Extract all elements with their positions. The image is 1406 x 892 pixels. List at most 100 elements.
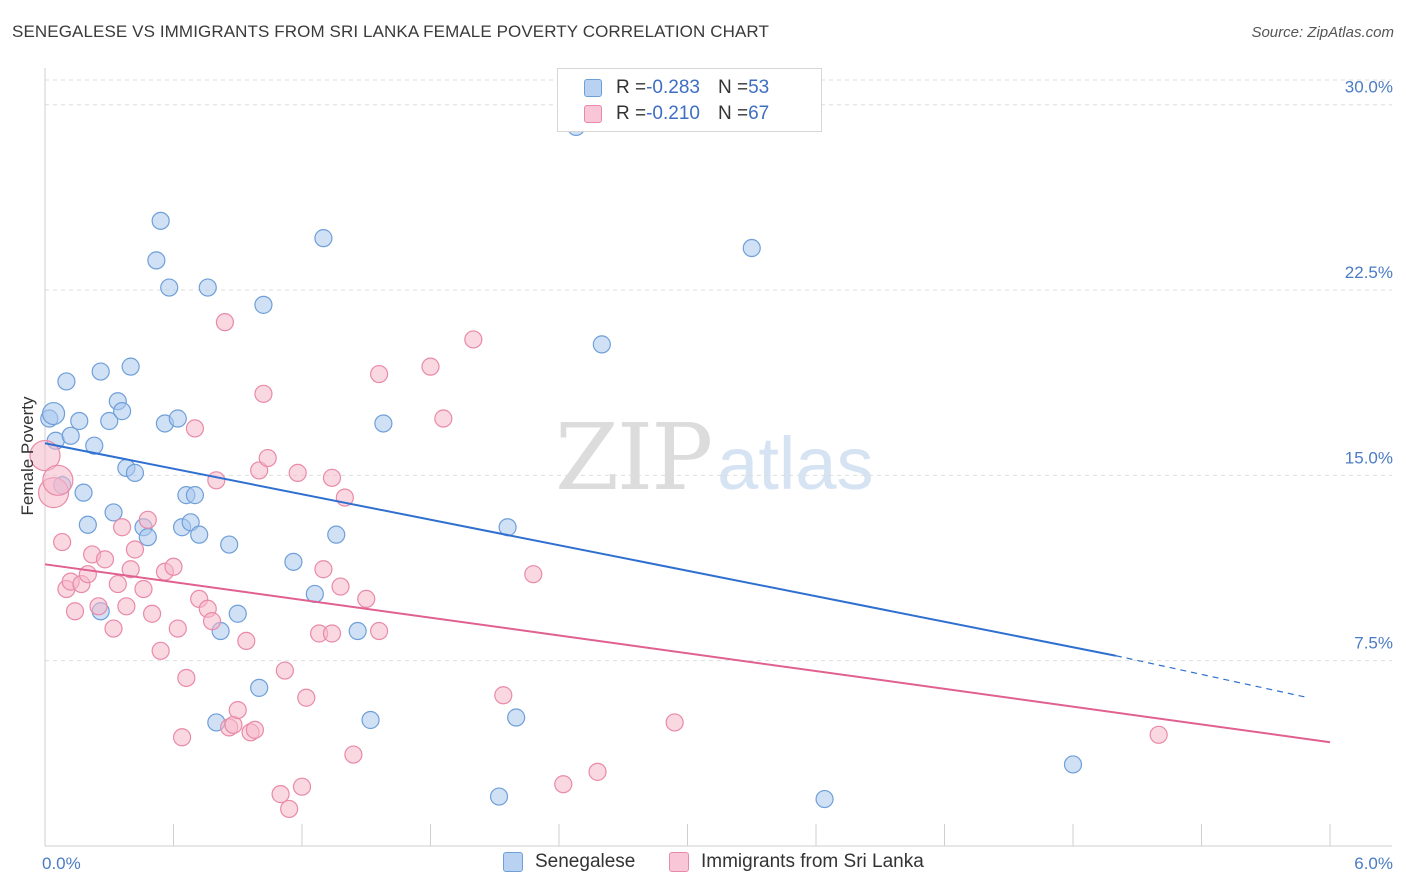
data-point (168, 619, 187, 638)
trend-line-senegalese-extension (1115, 655, 1309, 699)
source-label: Source: ZipAtlas.com (1251, 24, 1394, 41)
data-point (507, 708, 526, 727)
legend-swatch-pink (669, 852, 689, 872)
data-point (117, 597, 136, 616)
data-point (104, 619, 123, 638)
tick-labels: 7.5% 15.0% 22.5% 30.0% 0.0% 6.0% (42, 78, 1393, 873)
data-point (185, 486, 205, 505)
data-point (125, 463, 145, 482)
data-point (322, 468, 342, 487)
correlation-legend: R = -0.283 N = 53 R = -0.210 N = 67 (557, 68, 822, 132)
legend-n-label: N = (717, 103, 749, 124)
data-point (142, 604, 162, 623)
trend-line-senegalese (44, 442, 1117, 657)
chart-title: SENEGALESE VS IMMIGRANTS FROM SRI LANKA … (12, 22, 769, 41)
data-point (228, 604, 247, 623)
series-senegalese-points (40, 117, 1083, 809)
legend-r-value: -0.283 (646, 77, 700, 98)
data-point (185, 419, 205, 438)
data-point (370, 364, 389, 384)
data-point (57, 372, 76, 391)
y-tick-label: 7.5% (1354, 634, 1393, 653)
data-point (258, 448, 277, 468)
data-point (524, 565, 543, 584)
data-point (181, 513, 200, 532)
data-point (254, 295, 273, 314)
data-point (138, 528, 157, 547)
data-point (344, 745, 363, 764)
y-axis-title: Female Poverty (18, 396, 37, 516)
series-legend: Senegalese Immigrants from Sri Lanka (0, 851, 1406, 877)
data-point (125, 540, 145, 559)
data-point (322, 624, 342, 643)
data-point (100, 411, 119, 431)
data-point (421, 357, 440, 376)
legend-row-senegalese: R = -0.283 N = 53 (584, 77, 769, 99)
legend-n-label: N = (717, 77, 749, 98)
data-point (314, 229, 333, 248)
data-point (297, 688, 316, 707)
data-point (70, 411, 89, 431)
data-point (198, 278, 217, 297)
trend-line-sri-lanka (44, 563, 1331, 744)
data-point (207, 471, 226, 490)
data-point (89, 597, 108, 616)
data-point (464, 330, 483, 349)
x-tick-label: 6.0% (1354, 854, 1393, 873)
legend-r-label: R = (616, 77, 647, 98)
data-point (78, 565, 97, 584)
data-point (434, 409, 453, 428)
data-point (147, 251, 166, 270)
legend-row-sri-lanka: R = -0.210 N = 67 (584, 103, 769, 125)
data-point (160, 278, 179, 297)
legend-swatch-pink (584, 105, 602, 123)
data-point (74, 483, 93, 502)
data-point (374, 414, 393, 433)
data-point (275, 661, 294, 680)
legend-item-sri-lanka: Immigrants from Sri Lanka (669, 851, 924, 873)
data-point (172, 728, 192, 747)
data-point (280, 799, 299, 819)
data-point (78, 515, 97, 534)
data-point (314, 560, 333, 579)
legend-n-value: 53 (748, 77, 770, 98)
data-point (177, 668, 196, 688)
data-point (202, 612, 222, 631)
data-point (592, 335, 611, 354)
data-point (250, 678, 269, 697)
legend-n-value: 67 (748, 103, 770, 124)
data-point (151, 641, 170, 660)
series-sri-lanka-points (29, 313, 1168, 819)
data-point (121, 357, 140, 376)
data-point (331, 577, 350, 596)
data-point (1149, 725, 1168, 744)
data-point (190, 525, 209, 544)
data-point (95, 550, 115, 569)
data-point (228, 700, 247, 720)
data-point (112, 402, 132, 421)
data-point (665, 713, 684, 732)
data-point (370, 621, 389, 641)
data-point (65, 602, 85, 621)
trend-lines (44, 442, 1331, 744)
data-point (41, 401, 66, 426)
data-point (151, 211, 170, 230)
data-point (327, 525, 346, 544)
data-point (361, 710, 380, 730)
data-point (61, 426, 80, 445)
data-point (215, 313, 234, 332)
data-point (112, 518, 132, 537)
data-point (588, 762, 607, 781)
data-point (237, 631, 256, 651)
legend-swatch-blue (503, 852, 523, 872)
data-point (271, 785, 290, 804)
data-point (489, 787, 509, 806)
x-tick-label: 0.0% (42, 854, 81, 873)
data-point (164, 557, 183, 576)
data-point (53, 532, 72, 552)
y-tick-label: 30.0% (1345, 78, 1393, 97)
data-point (494, 686, 513, 705)
legend-item-senegalese: Senegalese (503, 851, 635, 873)
data-point (85, 436, 104, 455)
